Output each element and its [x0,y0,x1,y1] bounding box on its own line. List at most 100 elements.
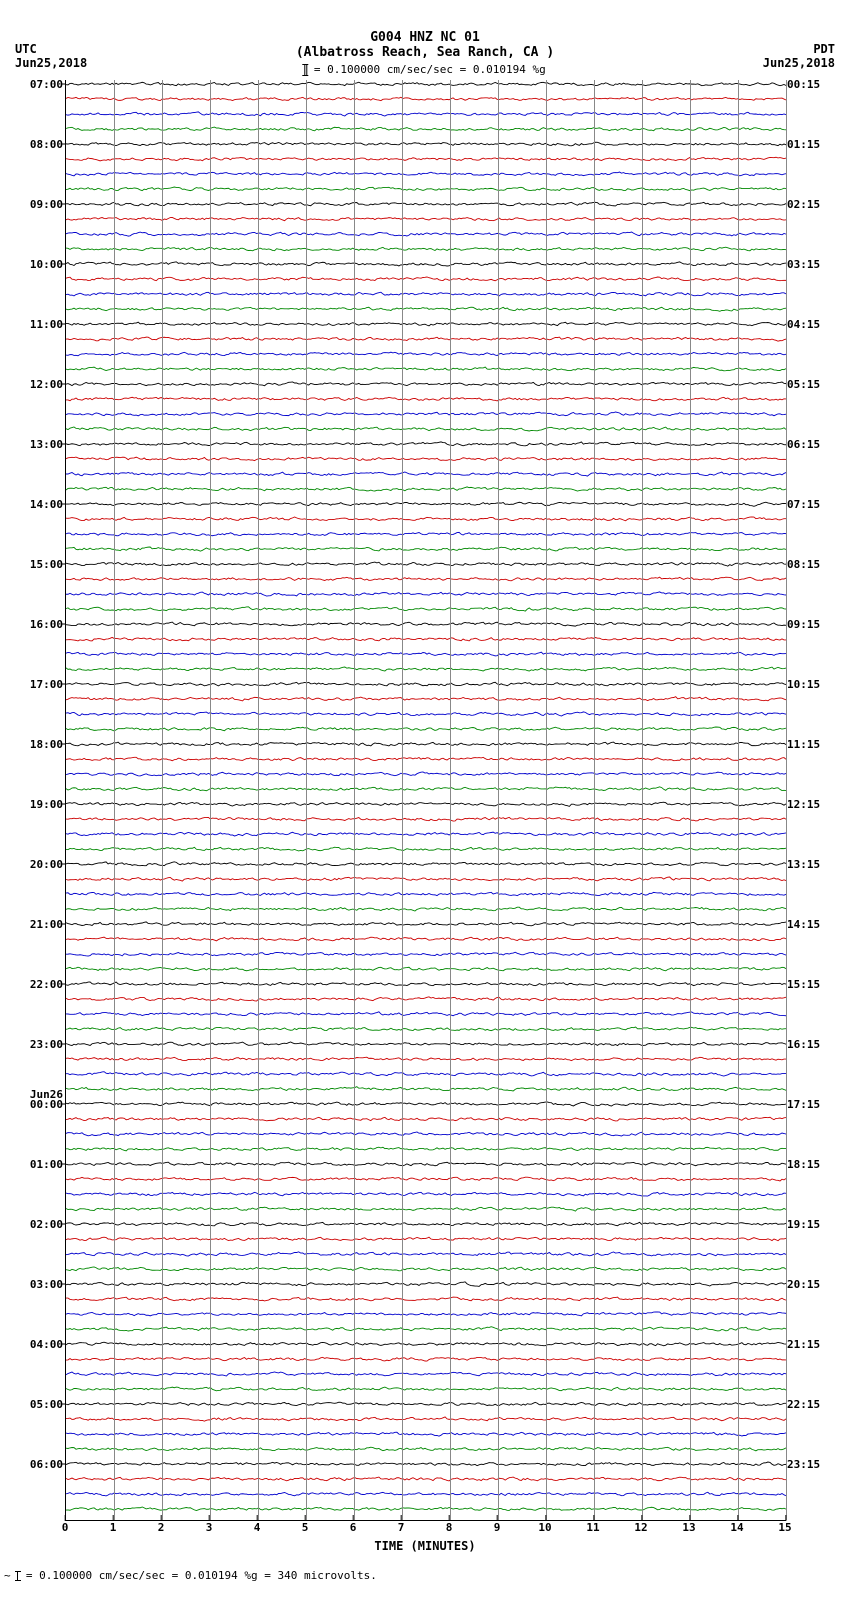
x-tick: 8 [446,1521,453,1534]
seismic-trace [66,1342,786,1346]
seismic-trace [66,472,786,476]
left-time-label: 04:00 [15,1338,63,1351]
left-time-label: 06:00 [15,1458,63,1471]
left-time-label: 18:00 [15,738,63,751]
left-time-label: 19:00 [15,798,63,811]
left-time-label: 16:00 [15,618,63,631]
left-time-label: 00:00 [15,1098,63,1111]
left-time-label: 03:00 [15,1278,63,1291]
grid-line [306,80,307,1520]
seismic-trace [66,592,786,596]
seismic-trace [66,1417,786,1421]
right-time-label: 16:15 [787,1038,835,1051]
scale-bar-icon [304,64,307,76]
grid-line [210,80,211,1520]
seismic-trace [66,922,786,926]
seismic-trace [66,82,786,86]
footer-scale-bar-icon [17,1571,19,1581]
grid-line [642,80,643,1520]
seismic-trace [66,217,786,220]
seismic-trace [66,577,786,581]
seismic-trace [66,697,786,701]
x-axis-label: TIME (MINUTES) [374,1539,475,1553]
right-time-label: 01:15 [787,138,835,151]
seismic-trace [66,1387,786,1391]
left-time-label: 11:00 [15,318,63,331]
helicorder-plot: 07:0008:0009:0010:0011:0012:0013:0014:00… [15,80,835,1561]
left-time-label: 12:00 [15,378,63,391]
seismic-trace [66,817,786,821]
seismic-trace [66,1087,786,1091]
left-time-label: 02:00 [15,1218,63,1231]
left-time-labels: 07:0008:0009:0010:0011:0012:0013:0014:00… [15,80,63,1520]
left-time-label: 14:00 [15,498,63,511]
right-time-label: 23:15 [787,1458,835,1471]
seismic-trace [66,517,786,521]
seismic-trace [66,937,786,941]
x-tick: 4 [254,1521,261,1534]
seismic-trace [66,1267,786,1271]
right-time-label: 02:15 [787,198,835,211]
seismic-trace [66,892,786,895]
seismic-trace [66,442,786,446]
plot-area [65,80,786,1521]
seismic-trace [66,127,786,131]
x-tick: 5 [302,1521,309,1534]
right-time-label: 13:15 [787,858,835,871]
scale-text: = 0.100000 cm/sec/sec = 0.010194 %g [314,63,546,76]
seismic-trace [66,1297,786,1301]
seismic-trace [66,1507,786,1511]
x-axis: TIME (MINUTES) 0123456789101112131415 [65,1521,785,1561]
grid-line [498,80,499,1520]
seismic-trace [66,967,786,971]
x-tick: 3 [206,1521,213,1534]
left-time-label: 13:00 [15,438,63,451]
seismic-trace [66,1102,786,1106]
seismic-trace [66,1477,786,1481]
left-time-label: 21:00 [15,918,63,931]
seismic-trace [66,397,786,401]
seismic-trace [66,1177,786,1181]
left-time-label: 23:00 [15,1038,63,1051]
seismic-trace [66,292,786,296]
right-time-label: 05:15 [787,378,835,391]
seismic-trace [66,1402,786,1406]
seismic-trace [66,997,786,1001]
footer-text: = 0.100000 cm/sec/sec = 0.010194 %g = 34… [26,1569,377,1582]
right-time-label: 22:15 [787,1398,835,1411]
x-tick: 10 [538,1521,551,1534]
seismic-trace [66,487,786,491]
left-time-label: 07:00 [15,78,63,91]
grid-line [114,80,115,1520]
seismic-trace [66,832,786,836]
grid-line [546,80,547,1520]
seismic-trace [66,1447,786,1451]
x-tick: 15 [778,1521,791,1534]
seismic-trace [66,1162,786,1166]
right-time-label: 11:15 [787,738,835,751]
x-tick: 6 [350,1521,357,1534]
seismic-trace [66,1042,786,1046]
seismic-trace [66,712,786,716]
seismic-trace [66,982,786,986]
seismic-trace [66,1057,786,1060]
seismic-trace [66,637,786,640]
grid-line [594,80,595,1520]
seismic-trace [66,862,786,866]
seismic-trace [66,1147,786,1151]
station-location: (Albatross Reach, Sea Ranch, CA ) [296,45,554,60]
x-tick: 13 [682,1521,695,1534]
seismic-trace [66,727,786,731]
seismic-trace [66,307,786,311]
seismic-trace [66,772,786,776]
seismic-trace [66,1282,786,1287]
left-time-label: 08:00 [15,138,63,151]
grid-line [738,80,739,1520]
seismic-trace [66,247,786,251]
left-time-label: 10:00 [15,258,63,271]
seismic-trace [66,172,786,176]
left-time-label: 22:00 [15,978,63,991]
seismic-trace [66,157,786,161]
right-time-label: 06:15 [787,438,835,451]
right-time-labels: 00:1501:1502:1503:1504:1505:1506:1507:15… [787,80,835,1520]
